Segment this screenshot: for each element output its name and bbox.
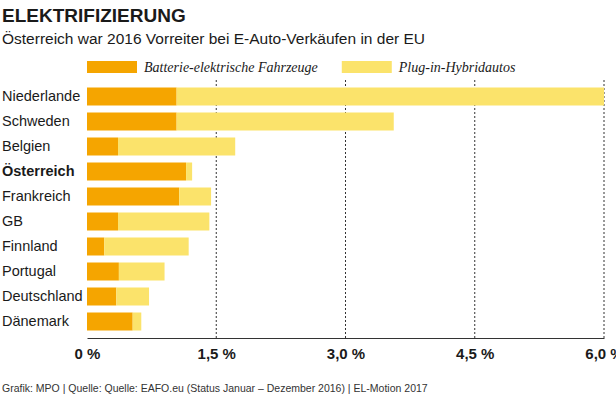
tick-label: 0 % xyxy=(75,345,101,362)
bar xyxy=(186,163,192,181)
tick: Deutschland xyxy=(2,288,87,304)
tick-label: Niederlande xyxy=(2,88,80,104)
bar xyxy=(87,138,118,156)
tick-label: Schweden xyxy=(2,113,70,129)
tick: Belgien xyxy=(2,138,87,154)
tick: 3,0 % xyxy=(327,338,365,362)
bars xyxy=(87,88,604,331)
bar xyxy=(119,263,165,281)
grid-line xyxy=(604,80,605,338)
legend-swatch xyxy=(342,61,392,73)
axis-line xyxy=(87,85,88,335)
tick-label: Belgien xyxy=(2,138,50,154)
tick: Portugal xyxy=(2,263,87,279)
tick: 4,5 % xyxy=(456,338,494,362)
tick: 0 % xyxy=(75,338,101,362)
tick-label: Finnland xyxy=(2,238,58,254)
tick-label: Dänemark xyxy=(2,313,70,329)
bar xyxy=(87,113,177,131)
y-axis: Niederlande Schweden Belgien Österreich Fran… xyxy=(2,85,88,335)
legend-label: Batterie-elektrische Fahrzeuge xyxy=(144,60,318,75)
bar xyxy=(177,88,604,106)
tick-label: 3,0 % xyxy=(327,345,365,362)
bar xyxy=(118,138,235,156)
bar xyxy=(87,263,119,281)
bar xyxy=(104,238,188,256)
tick-label: GB xyxy=(2,213,23,229)
tick: GB xyxy=(2,213,87,229)
bar xyxy=(87,213,118,231)
tick-label: Deutschland xyxy=(2,288,83,304)
tick-label: 4,5 % xyxy=(456,345,494,362)
tick: Frankreich xyxy=(2,188,87,204)
grid-line xyxy=(474,80,475,338)
bar xyxy=(87,188,179,206)
tick-label: 6,0 % xyxy=(585,345,616,362)
tick: Finnland xyxy=(2,238,87,254)
bar xyxy=(87,88,177,106)
tick: Niederlande xyxy=(2,88,87,104)
legend-label: Plug-in-Hybridautos xyxy=(398,60,516,75)
tick: Österreich xyxy=(2,163,87,179)
bar xyxy=(179,188,211,206)
tick-label: Frankreich xyxy=(2,188,71,204)
title: ELEKTRIFIZIERUNG xyxy=(2,5,186,26)
tick-label: Portugal xyxy=(2,263,56,279)
x-axis: 0 % 1,5 % 3,0 % 4,5 % 6,0 % xyxy=(75,338,616,362)
bar xyxy=(116,288,149,306)
axis-line xyxy=(88,338,605,339)
tick-label: 1,5 % xyxy=(198,345,236,362)
bar xyxy=(133,313,142,331)
bar xyxy=(87,313,133,331)
bar xyxy=(118,213,209,231)
tick-label: Österreich xyxy=(2,163,75,179)
legend-swatch xyxy=(87,61,137,73)
bar xyxy=(87,288,116,306)
bar xyxy=(87,163,186,181)
bar xyxy=(87,238,104,256)
legend: Batterie-elektrische Fahrzeuge Plug-in-Hy… xyxy=(87,60,516,75)
bar xyxy=(177,113,394,131)
tick: Dänemark xyxy=(2,313,87,329)
source: Grafik: MPO | Quelle: Quelle: EAFO.eu (S… xyxy=(2,382,428,394)
tick: Schweden xyxy=(2,113,87,129)
subtitle: Österreich war 2016 Vorreiter bei E-Auto… xyxy=(2,30,425,47)
tick: 6,0 % xyxy=(585,338,616,362)
chart: ELEKTRIFIZIERUNG Österreich war 2016 Vorr… xyxy=(0,0,616,400)
tick: 1,5 % xyxy=(198,338,236,362)
